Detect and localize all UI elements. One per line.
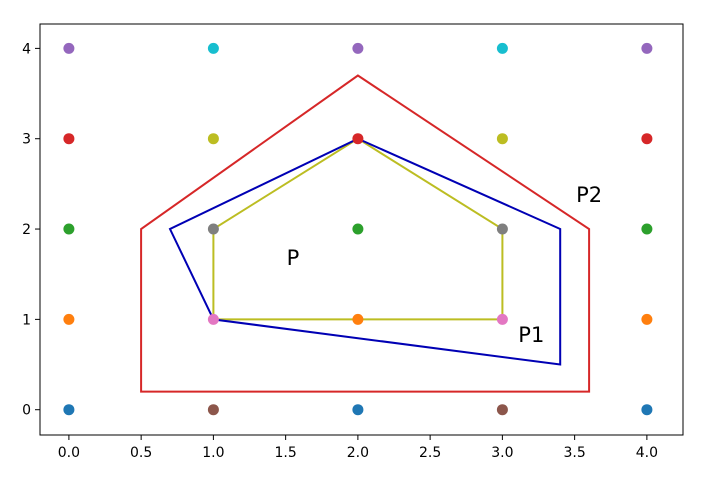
data-point-3-0 (496, 404, 508, 416)
x-tick-label: 0.5 (130, 445, 152, 461)
x-axis-ticks: 0.0 0.5 1.0 1.5 2.0 2.5 3.0 3.5 4.0 (58, 435, 658, 461)
y-tick-label: 1 (22, 312, 31, 328)
data-point-4-4 (641, 42, 653, 54)
data-point-2-2 (352, 223, 364, 235)
polygon-p2 (140, 74, 591, 393)
data-point-2-4 (352, 42, 364, 54)
data-point-3-4 (496, 42, 508, 54)
data-point-1-3 (207, 133, 219, 145)
data-point-4-1 (641, 313, 653, 325)
data-point-3-3 (496, 133, 508, 145)
data-point-3-1 (496, 313, 508, 325)
y-axis-ticks: 0 1 2 3 4 (22, 41, 40, 419)
data-point-0-2 (63, 223, 75, 235)
polygon-p1 (168, 137, 562, 366)
polygon-labels: P P1 P2 (287, 183, 603, 347)
x-tick-label: 0.0 (58, 445, 80, 461)
data-point-0-3 (63, 133, 75, 145)
data-point-0-4 (63, 42, 75, 54)
polygons-layer (140, 74, 591, 393)
data-point-1-1 (207, 313, 219, 325)
points-layer (63, 42, 653, 416)
x-tick-label: 1.5 (275, 445, 297, 461)
data-point-1-2 (207, 223, 219, 235)
data-point-4-3 (641, 133, 653, 145)
x-tick-label: 2.0 (347, 445, 369, 461)
polygon-label-p2: P2 (576, 183, 602, 207)
x-tick-label: 3.5 (563, 445, 585, 461)
x-tick-label: 1.0 (202, 445, 224, 461)
polygon-p (212, 137, 504, 321)
data-point-1-0 (207, 404, 219, 416)
data-point-1-4 (207, 42, 219, 54)
x-tick-label: 4.0 (636, 445, 658, 461)
y-tick-label: 2 (22, 222, 31, 238)
x-tick-label: 2.5 (419, 445, 441, 461)
y-tick-label: 4 (22, 41, 31, 57)
polygon-label-p: P (287, 246, 300, 270)
data-point-4-0 (641, 404, 653, 416)
data-point-3-2 (496, 223, 508, 235)
data-point-2-0 (352, 404, 364, 416)
y-tick-label: 0 (22, 403, 31, 419)
data-point-2-3 (352, 133, 364, 145)
data-point-2-1 (352, 313, 364, 325)
data-point-0-0 (63, 404, 75, 416)
polygon-label-p1: P1 (518, 323, 544, 347)
data-point-4-2 (641, 223, 653, 235)
data-point-0-1 (63, 313, 75, 325)
y-tick-label: 3 (22, 132, 31, 148)
x-tick-label: 3.0 (491, 445, 513, 461)
